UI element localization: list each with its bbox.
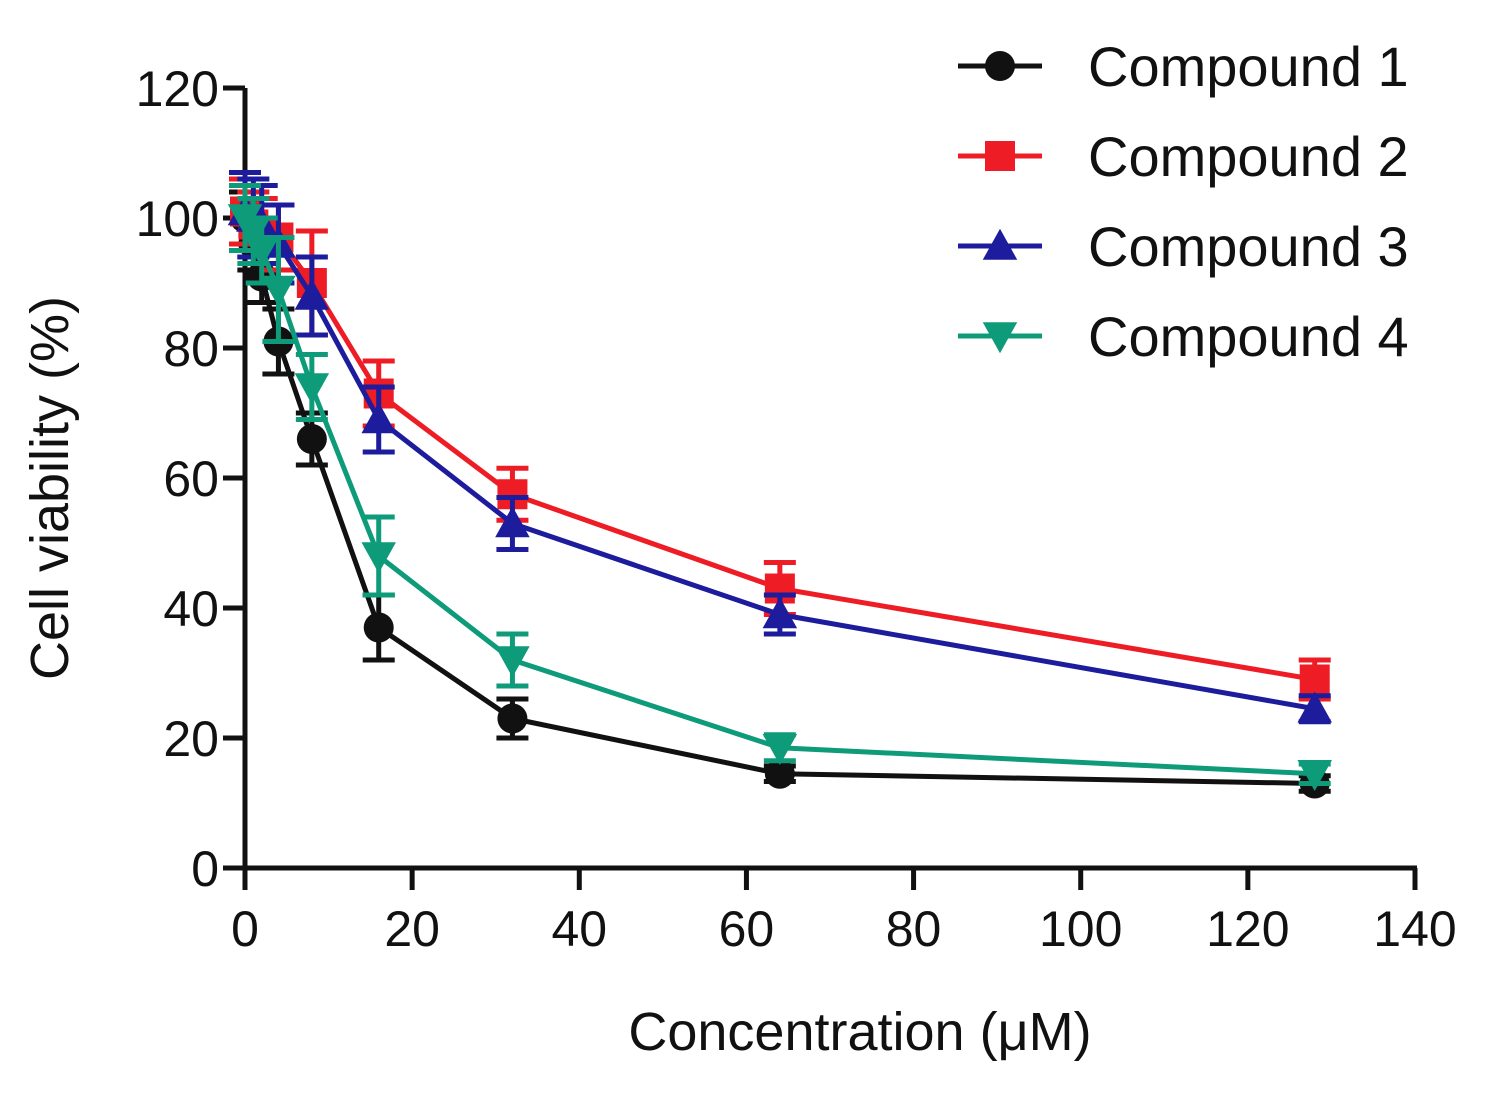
data-point [497, 703, 528, 734]
chart-axes: 0 20 40 60 80 100 120 0 20 40 60 80 100 120 140 [136, 61, 1457, 957]
data-point [762, 597, 798, 629]
x-tick-label: 120 [1206, 901, 1289, 957]
legend-marker [985, 141, 1015, 171]
x-tick-label: 20 [384, 901, 440, 957]
y-tick-label: 60 [163, 451, 219, 507]
y-tick-label: 20 [163, 711, 219, 767]
legend-marker [985, 51, 1015, 81]
legend-entry: Compound 4 [958, 305, 1409, 368]
legend-entry: Compound 2 [958, 125, 1409, 188]
data-point [294, 373, 330, 405]
data-point [363, 612, 394, 643]
data-point [244, 236, 279, 268]
data-point [495, 646, 530, 678]
x-tick-label: 100 [1039, 901, 1122, 957]
legend-entry: Compound 3 [958, 215, 1409, 278]
x-tick-label: 60 [719, 901, 775, 957]
y-tick-label: 80 [163, 321, 219, 377]
series-line [242, 216, 1315, 777]
chart-plot-area [227, 170, 1332, 799]
y-tick-label: 40 [163, 581, 219, 637]
legend-label: Compound 2 [1088, 125, 1409, 188]
data-point [296, 424, 327, 454]
x-axis-title: Concentration (μM) [628, 1002, 1091, 1062]
legend-entry: Compound 1 [958, 35, 1409, 98]
series-4 [227, 183, 1332, 791]
data-point [762, 733, 798, 765]
y-axis-title: Cell viability (%) [20, 296, 80, 680]
legend-marker [982, 228, 1018, 260]
legend-label: Compound 1 [1088, 35, 1409, 98]
data-point [1297, 691, 1332, 723]
data-point [294, 278, 330, 310]
data-point [261, 275, 296, 307]
data-point [236, 217, 271, 249]
x-tick-label: 40 [551, 901, 607, 957]
chart-legend: Compound 1 Compound 2 Compound 3 Compound 4 [958, 35, 1409, 368]
data-point [764, 758, 795, 789]
legend-label: Compound 3 [1088, 215, 1409, 278]
data-point [495, 506, 530, 538]
data-point [361, 542, 396, 574]
legend-label: Compound 4 [1088, 305, 1409, 368]
data-point [1297, 759, 1332, 791]
data-point [1299, 664, 1330, 695]
series-line [242, 217, 1315, 786]
x-tick-label: 80 [886, 901, 942, 957]
legend-marker [982, 322, 1018, 354]
series-1 [229, 189, 1331, 799]
y-tick-label: 0 [191, 841, 219, 897]
data-point [361, 402, 396, 434]
y-tick-label: 120 [136, 61, 219, 117]
x-tick-label: 0 [231, 901, 259, 957]
x-tick-label: 140 [1373, 901, 1456, 957]
y-tick-label: 100 [136, 191, 219, 247]
